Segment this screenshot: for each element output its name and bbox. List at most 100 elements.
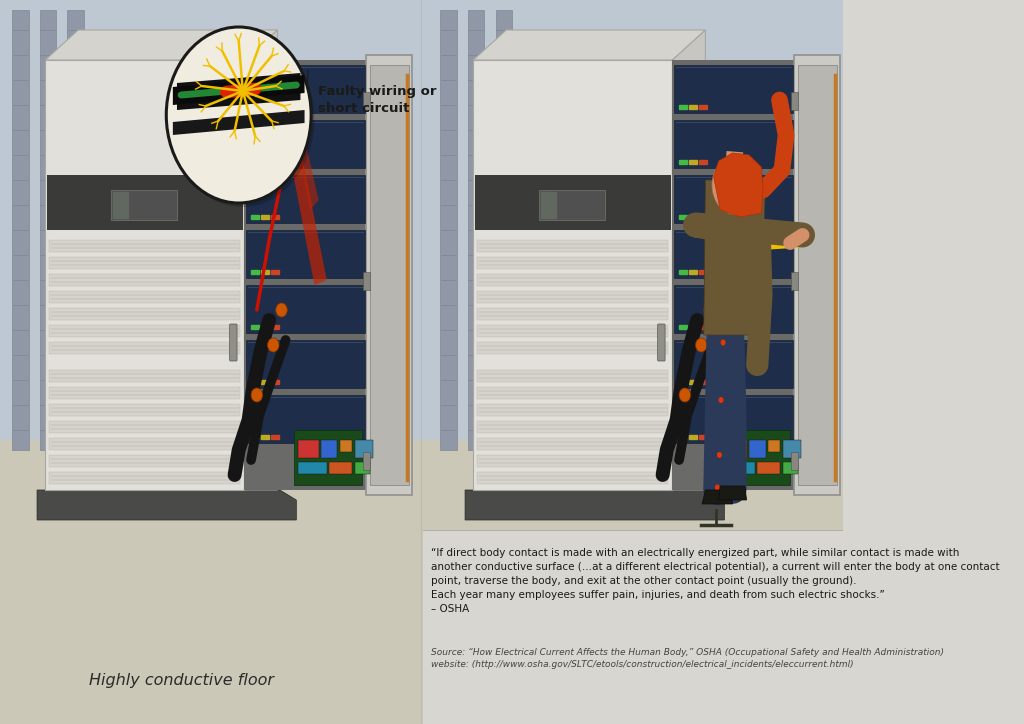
Polygon shape [698, 215, 707, 219]
Polygon shape [47, 175, 243, 230]
FancyBboxPatch shape [362, 272, 370, 290]
Polygon shape [49, 404, 241, 416]
Text: “If direct body contact is made with an electrically energized part, while simil: “If direct body contact is made with an … [431, 548, 1000, 614]
Polygon shape [689, 435, 697, 439]
Polygon shape [270, 325, 279, 329]
Circle shape [715, 484, 720, 490]
Polygon shape [261, 270, 269, 274]
Polygon shape [679, 105, 687, 109]
Polygon shape [261, 325, 269, 329]
Polygon shape [679, 215, 687, 219]
Polygon shape [673, 60, 795, 490]
Polygon shape [477, 325, 669, 337]
FancyBboxPatch shape [782, 440, 801, 458]
Polygon shape [722, 430, 791, 485]
FancyBboxPatch shape [362, 92, 370, 110]
Polygon shape [294, 430, 362, 485]
Polygon shape [251, 380, 259, 384]
FancyBboxPatch shape [354, 462, 370, 474]
Polygon shape [246, 120, 365, 168]
Polygon shape [246, 65, 365, 113]
Polygon shape [279, 95, 327, 285]
Polygon shape [799, 65, 837, 485]
Polygon shape [49, 370, 241, 382]
Polygon shape [246, 230, 365, 278]
Polygon shape [49, 342, 241, 354]
Circle shape [251, 388, 262, 402]
Polygon shape [698, 435, 707, 439]
Polygon shape [674, 65, 793, 113]
Polygon shape [371, 65, 410, 485]
Polygon shape [40, 10, 56, 450]
Polygon shape [477, 387, 669, 399]
Polygon shape [251, 105, 259, 109]
Polygon shape [689, 105, 697, 109]
FancyBboxPatch shape [782, 462, 798, 474]
FancyBboxPatch shape [229, 324, 238, 361]
Polygon shape [113, 192, 128, 218]
FancyBboxPatch shape [340, 440, 352, 452]
Polygon shape [674, 395, 793, 443]
Polygon shape [689, 160, 697, 164]
Polygon shape [270, 105, 279, 109]
Polygon shape [475, 175, 671, 230]
Polygon shape [49, 455, 241, 467]
Polygon shape [173, 110, 304, 135]
Polygon shape [49, 472, 241, 484]
Polygon shape [674, 285, 793, 333]
Circle shape [717, 452, 722, 458]
Polygon shape [541, 192, 556, 218]
FancyBboxPatch shape [330, 462, 352, 474]
Polygon shape [45, 30, 278, 60]
Polygon shape [440, 10, 457, 450]
Polygon shape [49, 421, 241, 433]
FancyBboxPatch shape [657, 324, 665, 361]
Polygon shape [473, 60, 673, 490]
Polygon shape [702, 490, 732, 504]
Polygon shape [261, 380, 269, 384]
Polygon shape [49, 291, 241, 303]
Polygon shape [68, 10, 84, 450]
Circle shape [267, 338, 279, 352]
Polygon shape [698, 380, 707, 384]
Polygon shape [674, 175, 793, 223]
Polygon shape [246, 340, 365, 388]
Polygon shape [540, 190, 605, 220]
Polygon shape [261, 105, 269, 109]
FancyBboxPatch shape [362, 452, 370, 470]
Polygon shape [290, 90, 318, 210]
Polygon shape [177, 87, 300, 110]
Polygon shape [270, 160, 279, 164]
Polygon shape [477, 240, 669, 252]
Polygon shape [49, 240, 241, 252]
Polygon shape [173, 75, 304, 105]
Polygon shape [477, 438, 669, 450]
Polygon shape [477, 308, 669, 320]
Polygon shape [270, 380, 279, 384]
Circle shape [166, 27, 311, 203]
Polygon shape [477, 404, 669, 416]
Circle shape [712, 155, 762, 215]
Text: Highly conductive floor: Highly conductive floor [89, 673, 273, 688]
Polygon shape [795, 55, 840, 495]
FancyBboxPatch shape [791, 92, 798, 110]
Polygon shape [689, 270, 697, 274]
Polygon shape [367, 55, 412, 495]
Circle shape [721, 340, 726, 345]
Polygon shape [477, 257, 669, 269]
Polygon shape [49, 438, 241, 450]
Polygon shape [714, 153, 763, 217]
FancyBboxPatch shape [298, 440, 318, 458]
Polygon shape [465, 490, 724, 520]
Polygon shape [423, 530, 843, 724]
Polygon shape [49, 387, 241, 399]
Polygon shape [689, 380, 697, 384]
Polygon shape [698, 325, 707, 329]
Polygon shape [477, 472, 669, 484]
Polygon shape [49, 274, 241, 286]
Polygon shape [0, 440, 843, 724]
Polygon shape [477, 342, 669, 354]
Polygon shape [37, 490, 296, 520]
Polygon shape [49, 257, 241, 269]
Polygon shape [477, 291, 669, 303]
